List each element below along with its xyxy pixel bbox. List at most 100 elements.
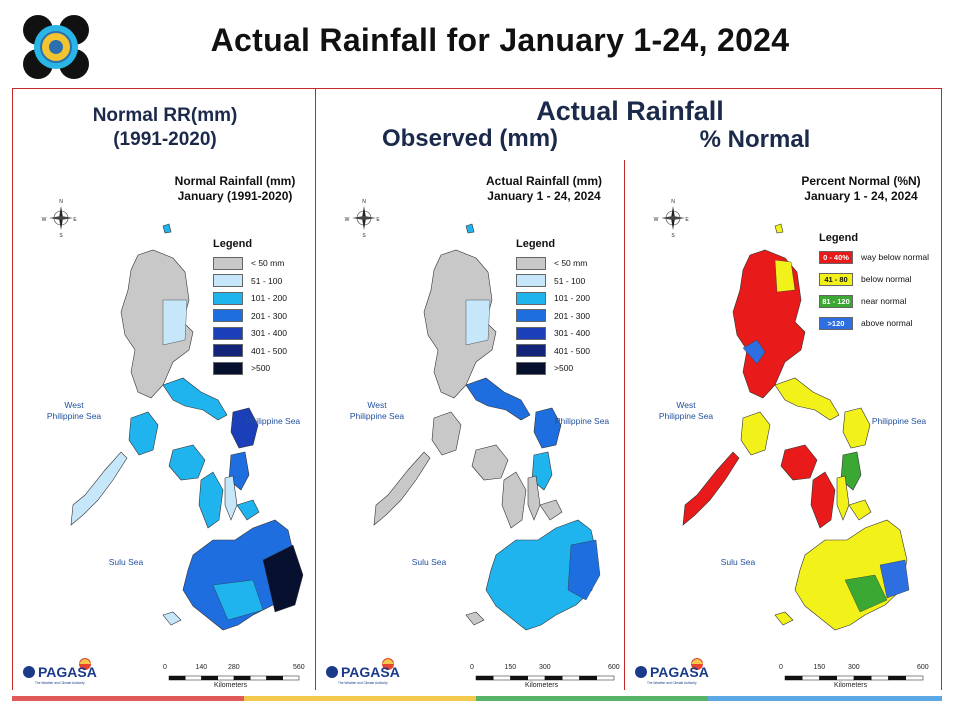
island-mindoro (128, 411, 159, 456)
scale-tick-label: 0 (470, 664, 474, 671)
map-title-line1: Actual Rainfall (mm) (485, 174, 602, 188)
east-luzon-patch (162, 299, 188, 346)
scale-tick-label: 0 (163, 664, 167, 671)
island-batanes (162, 223, 172, 234)
island-cebu (224, 475, 238, 521)
east-mindanao-patch (567, 539, 601, 601)
normal-header: Normal RR(mm) (1991-2020) (20, 104, 310, 152)
sea-label-east: Philippine Sea (245, 416, 301, 426)
island-samar (842, 407, 871, 449)
column-divider-2 (624, 160, 625, 690)
east-mindanao-patch (879, 559, 910, 599)
percent-normal-header: % Normal (699, 126, 811, 153)
island-leyte (531, 451, 553, 491)
svg-text:W: W (42, 217, 47, 223)
map-svg: N S W E (42, 199, 304, 681)
svg-text:S: S (362, 233, 366, 239)
legend-row: 41 - 80 below normal (819, 272, 912, 286)
legend-label: < 50 mm (251, 258, 285, 268)
legend-label: 51 - 100 (251, 275, 283, 286)
legend-row: 301 - 400 (516, 326, 590, 340)
island-leyte (228, 451, 250, 491)
legend-row: 81 - 120 near normal (819, 294, 906, 308)
map-title-line2: January 1 - 24, 2024 (487, 189, 601, 203)
scale-unit-label: Kilometers (525, 682, 559, 689)
normal-header-line1: Normal RR(mm) (92, 105, 238, 126)
legend-swatch (213, 326, 243, 340)
island-palawan (373, 451, 431, 526)
sea-label-west-line2: Philippine Sea (46, 411, 102, 421)
map-svg: N S W E (345, 199, 615, 681)
svg-text:PAGASA: PAGASA (341, 664, 400, 680)
legend-label: 301 - 400 (554, 328, 590, 338)
sea-label-south: Sulu Sea (720, 557, 756, 567)
legend-swatch (213, 291, 243, 305)
island-panay (471, 444, 509, 481)
scale-tick-label: 600 (917, 664, 929, 671)
legend-swatch (213, 256, 243, 270)
legend-label: 201 - 300 (554, 310, 590, 321)
island-bicol (162, 377, 228, 421)
legend-row: 101 - 200 (516, 291, 590, 305)
compass-rose-icon: N S W E (654, 199, 690, 239)
scale-unit-label: Kilometers (834, 682, 868, 689)
island-panay (168, 444, 206, 481)
scale-tick-label: 150 (504, 664, 517, 671)
legend-title: Legend (516, 238, 556, 250)
scale-tick-label: 300 (848, 664, 860, 671)
scale-tick-label: 600 (608, 664, 620, 671)
svg-text:E: E (685, 217, 689, 223)
scale-tick-label: 140 (195, 664, 208, 671)
island-bohol (236, 499, 260, 521)
south-mindanao-patch (212, 579, 264, 621)
svg-text:The Weather and Climate Author: The Weather and Climate Authority (338, 681, 388, 685)
pagasa-footer-logo: PAGASA The Weather and Climate Authority (633, 656, 711, 686)
legend-swatch (213, 274, 243, 287)
sea-label-east: Philippine Sea (554, 416, 610, 426)
footer-stripe-red (12, 696, 244, 701)
legend-swatch: >120 (819, 316, 853, 330)
island-samar (533, 407, 562, 449)
island-sulu (465, 611, 485, 626)
pagasa-footer-logo: PAGASA The Weather and Climate Authority (324, 656, 402, 686)
island-batanes (774, 223, 784, 234)
north-luzon-patch (774, 259, 796, 293)
footer-stripe-green (476, 696, 708, 701)
sea-label-east: Philippine Sea (871, 416, 927, 426)
legend-label: >500 (251, 363, 271, 373)
legend-label: 101 - 200 (251, 293, 287, 303)
legend-row: 51 - 100 (516, 274, 585, 288)
footer-stripe-blue (708, 696, 942, 701)
island-leyte (840, 451, 862, 491)
island-mindoro (431, 411, 462, 456)
legend-row: 401 - 500 (213, 344, 287, 358)
scale-tick-label: 150 (813, 664, 826, 671)
legend-label: 201 - 300 (251, 310, 287, 321)
sea-label-south: Sulu Sea (108, 557, 144, 567)
legend-swatch (516, 274, 546, 287)
island-palawan (682, 451, 740, 526)
legend-swatch (516, 344, 546, 357)
legend-label: 401 - 500 (251, 345, 287, 356)
svg-text:S: S (59, 233, 63, 239)
scale-tick-label: 560 (293, 664, 305, 671)
island-palawan (70, 451, 128, 526)
legend-row: 51 - 100 (213, 274, 282, 288)
legend-label: above normal (861, 318, 913, 328)
legend-label: way below normal (861, 252, 930, 262)
island-bicol (774, 377, 840, 421)
legend-swatch (516, 291, 546, 305)
legend-swatch: 41 - 80 (819, 272, 853, 286)
observed-header: Observed (mm) (381, 125, 559, 152)
island-negros (810, 471, 836, 529)
sea-label-west-line2: Philippine Sea (658, 411, 714, 421)
legend-row: >120 above normal (819, 316, 913, 330)
legend-label: 51 - 100 (554, 275, 586, 286)
legend-label: < 50 mm (554, 258, 588, 268)
svg-text:E: E (376, 217, 380, 223)
legend-swatch (213, 309, 243, 322)
central-luzon-patch (742, 339, 766, 365)
map-svg: N S W E (654, 199, 924, 681)
island-sulu (774, 611, 794, 626)
svg-text:PAGASA: PAGASA (650, 664, 709, 680)
